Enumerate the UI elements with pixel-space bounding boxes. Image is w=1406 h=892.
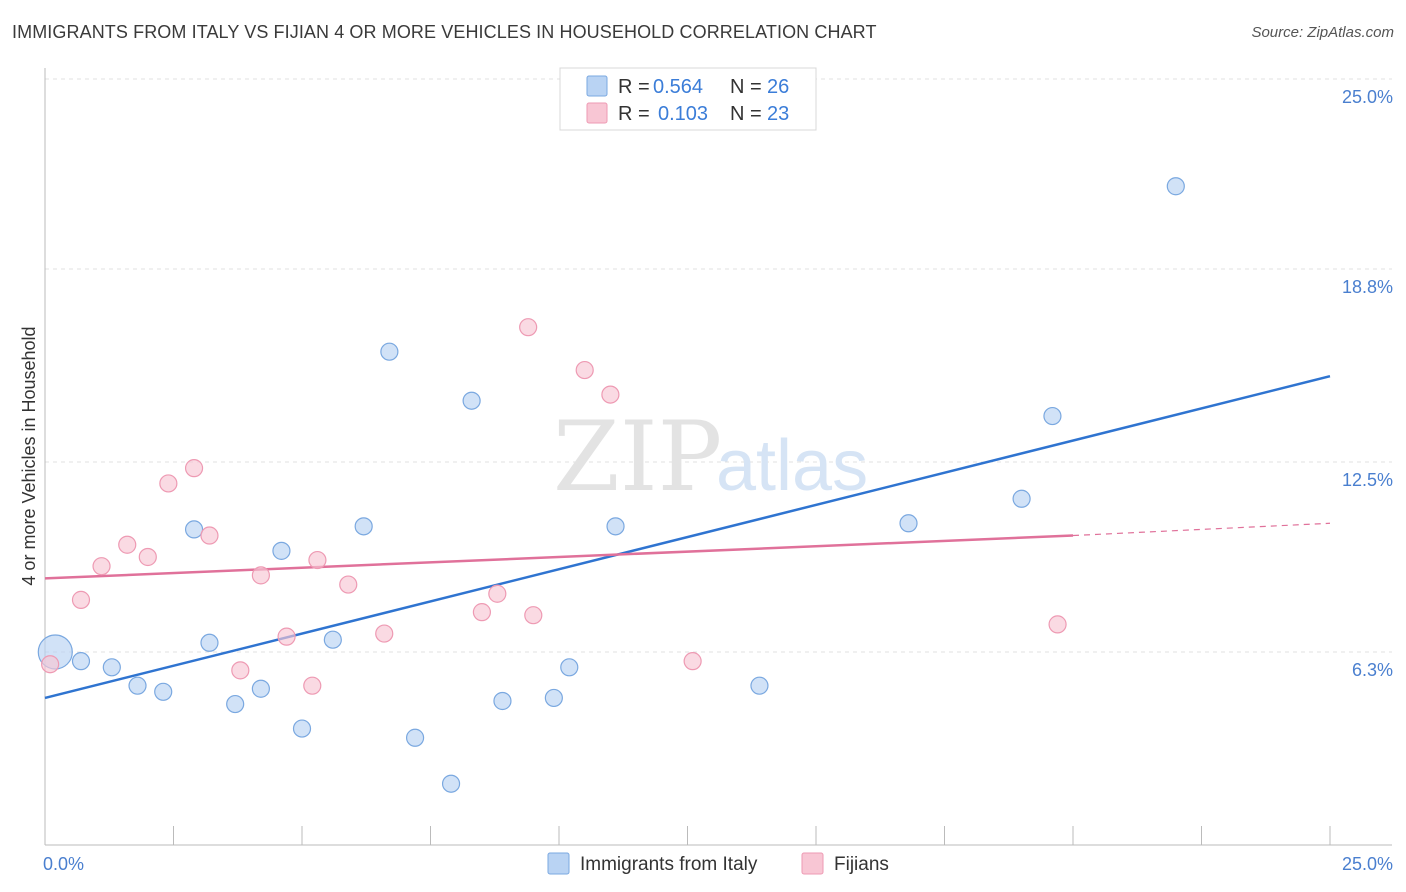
point-pink-15 bbox=[472, 603, 491, 622]
axes bbox=[44, 68, 1392, 846]
trendline-blue bbox=[44, 374, 1331, 700]
legend: R = 0.564 N = 26 R = 0.103 N = 23 bbox=[559, 67, 817, 131]
point-blue-2 bbox=[102, 658, 121, 677]
point-blue-15 bbox=[441, 774, 461, 793]
point-blue-5 bbox=[184, 520, 204, 539]
point-blue-21 bbox=[750, 676, 769, 695]
y-axis-label: 4 or more Vehicles in Household bbox=[19, 326, 39, 585]
point-blue-7 bbox=[226, 694, 245, 714]
point-blue-18 bbox=[544, 688, 563, 708]
point-pink-19 bbox=[575, 360, 594, 380]
watermark-zip: ZIP bbox=[553, 401, 722, 513]
chart-title: IMMIGRANTS FROM ITALY VS FIJIAN 4 OR MOR… bbox=[12, 22, 877, 42]
point-blue-14 bbox=[405, 728, 425, 747]
point-pink-2 bbox=[92, 557, 111, 576]
point-pink-14 bbox=[375, 624, 394, 643]
point-blue-4 bbox=[154, 682, 173, 701]
point-pink-12 bbox=[308, 550, 327, 570]
trendlines bbox=[44, 374, 1331, 700]
watermark: ZIP atlas bbox=[553, 401, 868, 513]
point-blue-20 bbox=[606, 517, 625, 536]
point-pink-11 bbox=[303, 676, 322, 695]
legend-r-label-pink: R = bbox=[618, 103, 650, 125]
data-points bbox=[37, 177, 1185, 793]
watermark-atlas: atlas bbox=[716, 426, 868, 506]
point-pink-6 bbox=[184, 459, 204, 478]
point-blue-6 bbox=[200, 633, 219, 652]
point-blue-11 bbox=[323, 630, 342, 649]
point-blue-22 bbox=[899, 514, 918, 533]
legend-r-label-blue: R = bbox=[618, 76, 650, 98]
point-blue-25 bbox=[1166, 177, 1185, 196]
point-pink-13 bbox=[339, 575, 358, 594]
y-tick-label-1: 12.5% bbox=[1342, 470, 1393, 490]
legend-n-label-pink: N = bbox=[730, 103, 762, 125]
point-pink-7 bbox=[200, 526, 219, 545]
x-tick-label-1: 25.0% bbox=[1342, 854, 1393, 874]
point-blue-1 bbox=[71, 652, 91, 671]
y-tick-label-0: 6.3% bbox=[1352, 660, 1393, 680]
trendline-pink bbox=[44, 534, 1074, 580]
y-tick-label-3: 25.0% bbox=[1342, 87, 1393, 107]
point-blue-8 bbox=[251, 679, 270, 698]
point-blue-16 bbox=[462, 391, 481, 410]
x-tick-label-0: 0.0% bbox=[43, 854, 84, 874]
point-pink-17 bbox=[524, 606, 543, 625]
y-tick-labels: 6.3% 12.5% 18.8% 25.0% bbox=[1342, 87, 1393, 680]
point-blue-9 bbox=[272, 541, 291, 560]
point-pink-22 bbox=[1048, 615, 1067, 634]
point-pink-18 bbox=[519, 318, 538, 337]
point-pink-8 bbox=[231, 661, 250, 680]
point-pink-3 bbox=[118, 535, 137, 554]
point-pink-0 bbox=[41, 655, 60, 674]
point-blue-13 bbox=[380, 342, 399, 361]
legend-n-value-pink: 23 bbox=[767, 103, 789, 125]
bottom-legend: Immigrants from Italy Fijians bbox=[547, 852, 889, 875]
point-pink-21 bbox=[683, 652, 702, 671]
point-blue-19 bbox=[560, 658, 579, 677]
gridlines bbox=[45, 78, 1392, 653]
y-tick-label-2: 18.8% bbox=[1342, 277, 1393, 297]
legend-swatch-pink bbox=[586, 102, 608, 124]
x-tick-labels: 0.0% 25.0% bbox=[43, 854, 1393, 874]
point-pink-1 bbox=[71, 590, 91, 609]
trendline-extension-pink bbox=[1072, 522, 1331, 537]
bottom-legend-swatch-blue bbox=[547, 852, 570, 875]
point-blue-24 bbox=[1043, 406, 1062, 426]
legend-r-value-blue: 0.564 bbox=[653, 76, 703, 98]
point-blue-17 bbox=[493, 691, 512, 711]
point-blue-12 bbox=[354, 517, 373, 536]
point-pink-9 bbox=[251, 566, 270, 585]
point-pink-20 bbox=[601, 385, 620, 404]
point-pink-4 bbox=[138, 547, 157, 567]
bottom-legend-label-italy: Immigrants from Italy bbox=[580, 854, 758, 875]
point-pink-10 bbox=[277, 627, 296, 646]
legend-r-value-pink: 0.103 bbox=[658, 103, 708, 125]
point-blue-23 bbox=[1012, 489, 1031, 508]
legend-swatch-blue bbox=[586, 75, 608, 97]
source-credit: Source: ZipAtlas.com bbox=[1251, 24, 1394, 41]
point-blue-3 bbox=[128, 676, 147, 695]
bottom-legend-label-fijians: Fijians bbox=[834, 854, 889, 875]
bottom-legend-swatch-pink bbox=[801, 852, 824, 875]
legend-n-value-blue: 26 bbox=[767, 76, 789, 98]
point-blue-10 bbox=[292, 719, 312, 738]
point-pink-16 bbox=[488, 584, 507, 603]
point-pink-5 bbox=[159, 474, 178, 493]
legend-n-label-blue: N = bbox=[730, 76, 762, 98]
